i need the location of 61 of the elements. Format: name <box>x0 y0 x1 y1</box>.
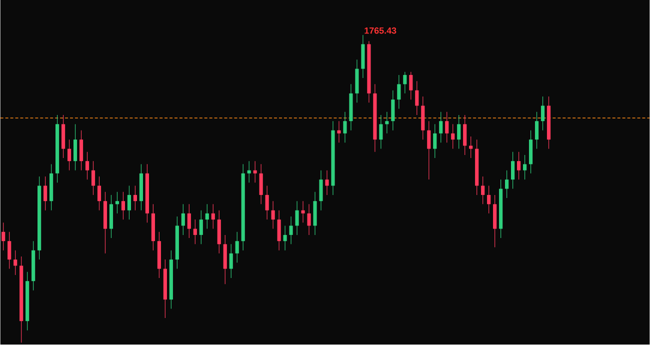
candlestick <box>14 250 18 276</box>
candlestick <box>187 204 191 239</box>
candlestick <box>79 130 84 171</box>
candlestick <box>516 152 521 180</box>
candlestick <box>67 139 72 171</box>
candlestick <box>289 216 293 245</box>
candlestick <box>247 160 251 184</box>
candlestick <box>211 204 215 230</box>
candlestick <box>253 160 257 184</box>
candlestick <box>463 114 467 156</box>
candlestick <box>481 176 485 205</box>
candlestick <box>85 152 90 180</box>
candlestick <box>540 96 545 131</box>
candlestick <box>301 200 305 224</box>
candlestick <box>44 176 48 211</box>
candlestick <box>181 204 185 236</box>
candlestick <box>451 124 455 150</box>
candlestick <box>397 74 401 110</box>
candlestick <box>133 186 138 211</box>
candlestick <box>205 204 209 230</box>
candlestick <box>445 112 449 144</box>
candlestick <box>2 222 6 251</box>
candlestick <box>259 164 263 205</box>
candlestick <box>343 112 347 144</box>
candlestick <box>295 200 299 236</box>
candlestick <box>403 72 407 94</box>
candlestick <box>337 120 341 144</box>
candlestick <box>534 112 539 150</box>
candlestick <box>487 186 491 214</box>
candlestick <box>199 210 203 245</box>
candlestick <box>469 136 473 159</box>
candlestick <box>391 90 395 131</box>
candlestick <box>511 152 515 190</box>
candlestick <box>121 192 126 220</box>
candlestick <box>457 114 461 150</box>
candlestick <box>505 170 509 199</box>
candlestick <box>97 176 102 211</box>
candlestick <box>522 154 527 180</box>
candlestick <box>415 80 419 116</box>
candlestick <box>307 204 311 236</box>
candlestick <box>265 186 269 220</box>
candlestick <box>115 192 120 214</box>
candlestick <box>283 226 287 251</box>
text: 1765.43 <box>364 28 396 34</box>
candlestick <box>91 160 96 196</box>
candlestick <box>409 72 413 100</box>
candlestick <box>433 124 437 159</box>
candlestick <box>277 210 281 251</box>
candlestick <box>229 244 233 279</box>
candlestick <box>385 112 389 134</box>
candlestick <box>73 124 78 171</box>
candlestick <box>193 219 197 245</box>
candlestick <box>439 112 443 144</box>
candlestick <box>379 114 383 150</box>
candlestick <box>8 232 12 270</box>
candlestick <box>319 170 323 211</box>
candlestick <box>271 200 275 230</box>
candlestick <box>427 120 431 180</box>
candlestick <box>235 232 239 264</box>
candlestick <box>325 170 329 196</box>
candlestick <box>127 186 132 220</box>
